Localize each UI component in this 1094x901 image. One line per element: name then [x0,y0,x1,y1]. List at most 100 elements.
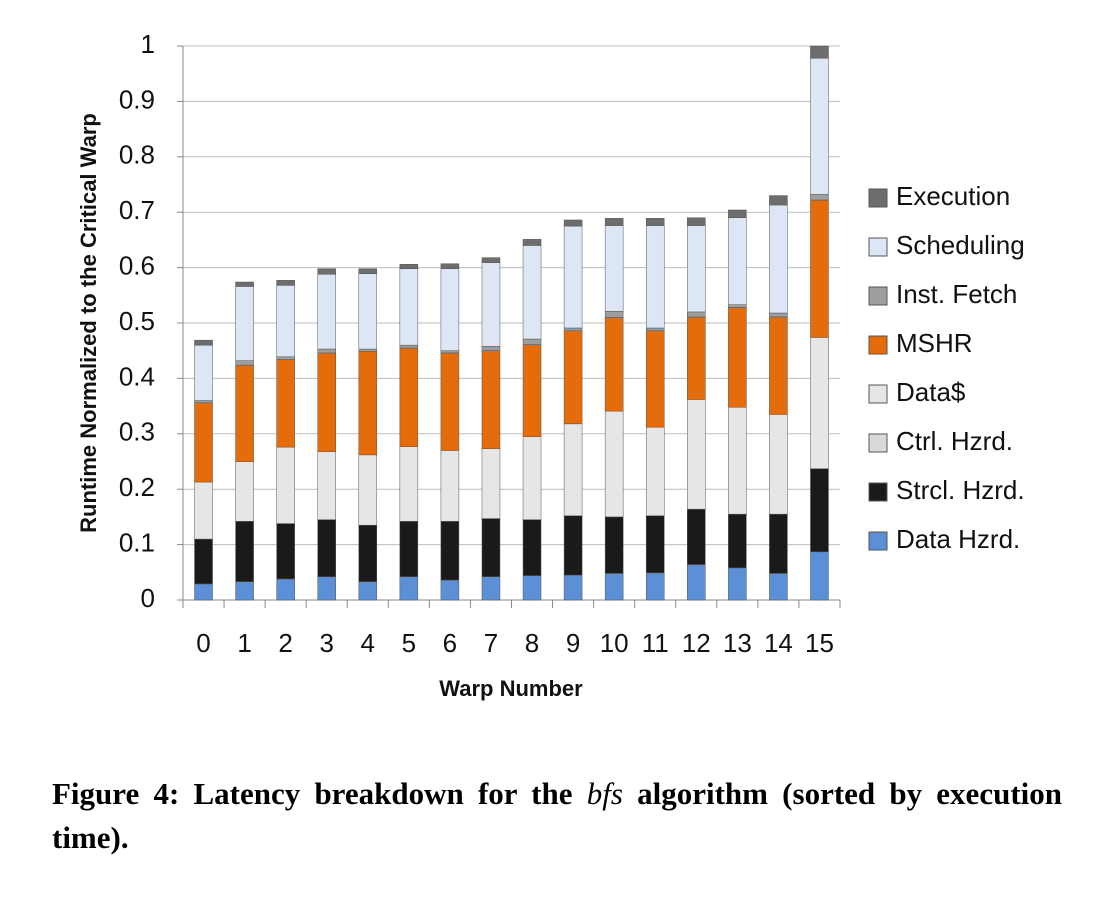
bar-segment [604,311,624,318]
y-tick-label: 0 [141,583,155,613]
bar-segment [563,327,583,332]
bar-segment [604,225,624,312]
bar-segment [276,285,295,358]
legend-swatch [868,433,888,453]
bar-segment [440,352,460,451]
bar-segment [481,346,501,351]
bar-segment [194,344,213,401]
caption-italic: bfs [586,776,623,811]
bar-segment [604,218,624,226]
bar-segment [810,468,829,553]
legend-swatch [868,384,888,404]
x-tick-label: 9 [566,628,580,658]
bar-segment [440,263,460,269]
x-tick-label: 2 [278,628,292,658]
legend-swatch [868,531,888,551]
bar-segment [522,575,542,601]
x-tick-label: 3 [319,628,333,658]
bar-segment [522,436,542,520]
y-tick-label: 0.8 [119,140,155,170]
bar-segment [810,551,829,601]
bar-segment [769,414,788,515]
bar-segment [522,519,542,576]
bar-segment [235,461,254,522]
bar-segment [358,348,378,352]
bar-segment [276,359,295,448]
bar-segment [440,579,460,601]
bar-segment [399,446,419,522]
bar-segment [317,348,336,354]
bar-segment [604,516,624,574]
bar-segment [481,257,501,263]
bar-segment [645,515,665,574]
bar-segment [769,573,788,601]
x-tick-label: 12 [682,628,711,658]
y-axis-title: Runtime Normalized to the Critical Warp [76,113,101,533]
x-tick-label: 11 [642,628,669,658]
bar-segment [399,347,419,447]
x-tick-label: 4 [361,628,375,658]
legend-label: Execution [896,181,1010,211]
bar-segment [728,567,747,601]
bar-segment [687,564,706,601]
bar-segment [810,199,829,338]
bar-segment [194,339,213,346]
bar-segment [687,399,706,510]
bar-segment [194,400,213,404]
x-tick-label: 0 [196,628,210,658]
bar-segment [563,225,583,329]
bar-segment [481,262,501,347]
bar-segment [645,426,665,517]
x-tick-label: 10 [600,628,629,658]
bar-segment [235,281,254,287]
y-tick-label: 0.2 [119,472,155,502]
y-tick-label: 0.6 [119,250,155,280]
legend-label: Data Hzrd. [896,524,1020,554]
bar-segment [604,573,624,601]
bar-segment [358,273,378,350]
y-tick-label: 0.4 [119,361,155,391]
bar-segment [645,327,665,332]
x-tick-label: 14 [764,628,793,658]
legend-swatch [868,286,888,306]
bar-segment [728,406,747,515]
bar-segment [728,304,747,308]
bar-segment [769,316,788,415]
bar-segment [481,448,501,519]
bar-segment [728,307,747,408]
bar-segment [645,218,665,226]
bar-segment [276,280,295,286]
legend-swatch [868,237,888,257]
legend-label: Strcl. Hzrd. [896,475,1025,505]
legend-label: Inst. Fetch [896,279,1017,309]
bar-segment [399,264,419,269]
bar-segment [317,576,336,601]
bar-segment [235,521,254,582]
bar-segment [728,209,747,218]
bar-segment [276,578,295,601]
bar-segment [235,286,254,361]
bar-segment [810,45,829,59]
bar-segment [358,454,378,526]
bar-segment [440,350,460,354]
caption-text: Figure 4: Latency breakdown for the [52,776,573,811]
bar-segment [769,204,788,314]
y-tick-label: 0.1 [119,527,155,557]
bar-segment [522,338,542,345]
x-tick-label: 8 [525,628,539,658]
bar-segment [440,268,460,351]
bar-segment [645,572,665,601]
x-tick-label: 6 [443,628,457,658]
bar-segment [687,508,706,565]
legend-label: Ctrl. Hzrd. [896,426,1013,456]
x-tick-label: 7 [484,628,498,658]
bar-segment [769,513,788,574]
bar-segment [399,344,419,349]
x-axis-title: Warp Number [439,676,583,701]
bar-segment [687,217,706,226]
bar-segment [276,446,295,524]
bar-segment [728,513,747,569]
bar-segment [481,576,501,601]
bar-segment [728,217,747,305]
bar-segment [810,194,829,201]
